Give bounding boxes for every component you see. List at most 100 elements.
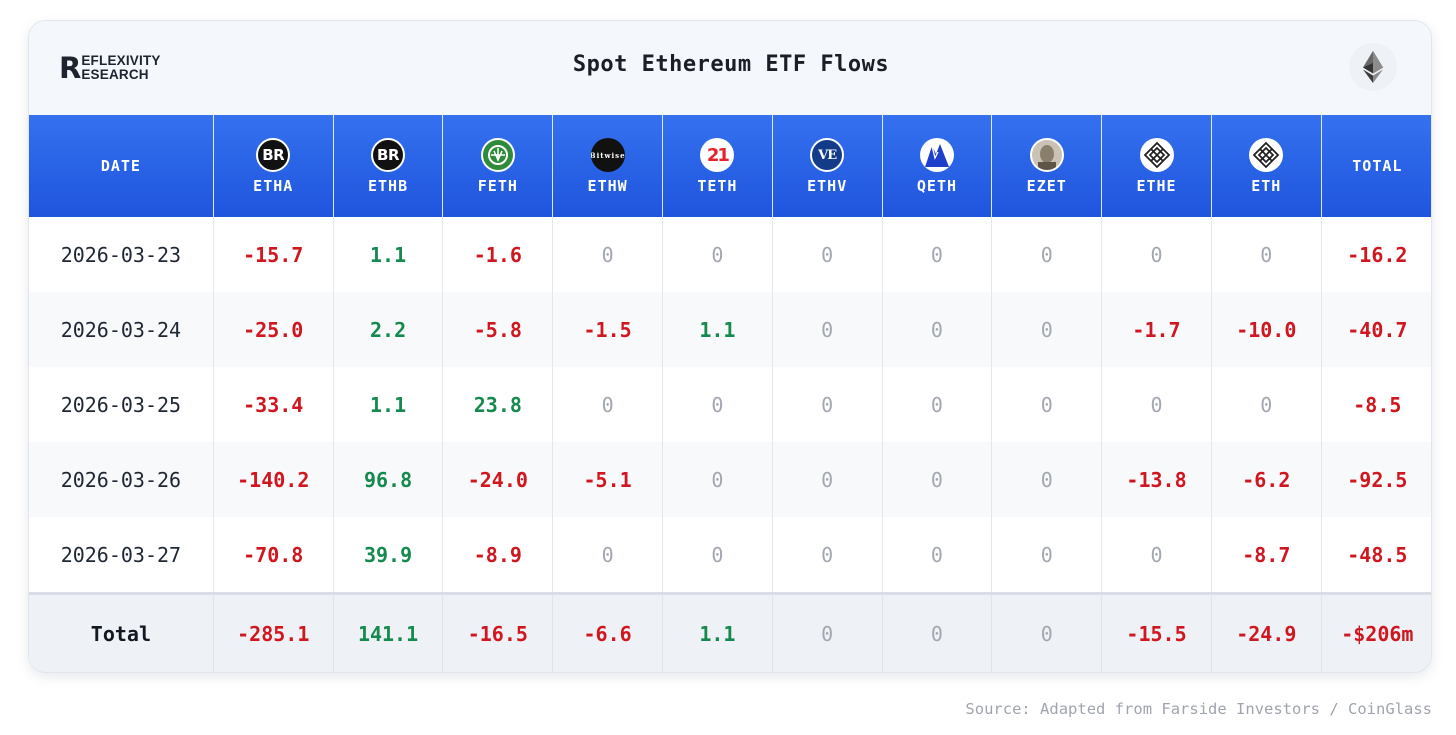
blackrock-icon: BR — [371, 138, 406, 172]
total-cell-ethe: -15.5 — [1101, 592, 1212, 672]
flow-cell-ethv: 0 — [771, 367, 883, 442]
flow-cell-ethe: -1.7 — [1101, 292, 1212, 367]
flow-cell-total: -8.5 — [1320, 367, 1431, 442]
flow-cell-feth: -24.0 — [442, 442, 553, 517]
flow-cell-ezet: 0 — [991, 292, 1102, 367]
flow-cell-ethe: -13.8 — [1101, 442, 1212, 517]
column-header-ethb: BR ETHB — [332, 115, 443, 217]
reflexivity-research-logo: R EFLEXIVITY ESEARCH — [59, 53, 161, 83]
flow-cell-ethb: 96.8 — [332, 442, 443, 517]
table-row: 2026-03-27 -70.8 39.9 -8.9 0 0 0 0 0 0 -8.7 -48.5 — [29, 517, 1431, 594]
date-cell: 2026-03-27 — [29, 517, 214, 594]
flow-cell-total: -48.5 — [1320, 517, 1431, 594]
flow-cell-teth: 0 — [662, 517, 773, 594]
column-header-label: ETHW — [587, 177, 628, 195]
column-header-etha: BR ETHA — [212, 115, 334, 217]
total-cell-etha: -285.1 — [212, 592, 334, 672]
logo-word-bottom: ESEARCH — [81, 67, 149, 82]
total-cell-feth: -16.5 — [442, 592, 553, 672]
flow-cell-teth: 1.1 — [662, 292, 773, 367]
column-header-eth: ETH — [1210, 115, 1322, 217]
date-cell: 2026-03-25 — [29, 367, 214, 442]
flow-cell-qeth: 0 — [881, 292, 992, 367]
etf-flows-card: R EFLEXIVITY ESEARCH Spot Ethereum ETF F… — [28, 20, 1432, 673]
flow-cell-eth: -10.0 — [1210, 292, 1322, 367]
flow-cell-qeth: 0 — [881, 517, 992, 594]
flow-cell-ethw: -5.1 — [552, 442, 663, 517]
total-cell-eth: -24.9 — [1210, 592, 1322, 672]
flow-cell-teth: 0 — [662, 217, 773, 292]
flow-cell-ethe: 0 — [1101, 517, 1212, 594]
flow-cell-etha: -15.7 — [212, 217, 334, 292]
blackrock-icon: BR — [256, 138, 291, 172]
column-header-date: DATE — [29, 115, 214, 217]
column-header-ethe: ETHE — [1101, 115, 1212, 217]
ethereum-icon — [1349, 43, 1397, 91]
flow-cell-qeth: 0 — [881, 367, 992, 442]
flow-cell-ethv: 0 — [771, 292, 883, 367]
fidelity-icon — [480, 138, 515, 172]
column-header-label: FETH — [477, 177, 518, 195]
flow-cell-ezet: 0 — [991, 217, 1102, 292]
flow-cell-ethe: 0 — [1101, 217, 1212, 292]
date-cell: 2026-03-23 — [29, 217, 214, 292]
table-row: 2026-03-24 -25.0 2.2 -5.8 -1.5 1.1 0 0 0 -1.7 -10.… — [29, 292, 1431, 367]
flow-cell-eth: 0 — [1210, 367, 1322, 442]
etf-flows-table: DATE BR ETHA BR ETHB FETH Bitwise ETHW 21 TETH VE E… — [29, 115, 1431, 672]
column-header-label: TETH — [697, 177, 738, 195]
flow-cell-etha: -33.4 — [212, 367, 334, 442]
flow-cell-ethb: 1.1 — [332, 217, 443, 292]
column-header-label: ETHV — [807, 177, 848, 195]
flow-cell-ezet: 0 — [991, 442, 1102, 517]
flow-cell-ethw: 0 — [552, 517, 663, 594]
column-header-label: ETHA — [253, 177, 294, 195]
column-header-feth: FETH — [442, 115, 553, 217]
table-row: 2026-03-23 -15.7 1.1 -1.6 0 0 0 0 0 0 0 -16.2 — [29, 217, 1431, 292]
total-cell-ezet: 0 — [991, 592, 1102, 672]
flow-cell-ethv: 0 — [771, 517, 883, 594]
total-cell-ethv: 0 — [771, 592, 883, 672]
flow-cell-qeth: 0 — [881, 442, 992, 517]
franklin-icon — [1029, 138, 1064, 172]
totals-row: Total -285.1 141.1 -16.5 -6.6 1.1 0 0 0 -15.5 -24.… — [29, 592, 1431, 672]
flow-cell-teth: 0 — [662, 442, 773, 517]
page-title: Spot Ethereum ETF Flows — [572, 52, 890, 77]
table-body: 2026-03-23 -15.7 1.1 -1.6 0 0 0 0 0 0 0 -16.2 2026-0… — [29, 217, 1431, 594]
column-header-label: DATE — [100, 157, 141, 175]
table-row: 2026-03-25 -33.4 1.1 23.8 0 0 0 0 0 0 0 -8.5 — [29, 367, 1431, 442]
total-cell-ethb: 141.1 — [332, 592, 443, 672]
flow-cell-ethw: 0 — [552, 367, 663, 442]
flow-cell-total: -16.2 — [1320, 217, 1431, 292]
flow-cell-ethb: 2.2 — [332, 292, 443, 367]
logo-mark: R — [59, 51, 81, 85]
column-header-ezet: EZET — [991, 115, 1102, 217]
flow-cell-ethe: 0 — [1101, 367, 1212, 442]
flow-cell-eth: -6.2 — [1210, 442, 1322, 517]
flow-cell-etha: -70.8 — [212, 517, 334, 594]
flow-cell-eth: -8.7 — [1210, 517, 1322, 594]
total-cell-ethw: -6.6 — [552, 592, 663, 672]
total-cell-teth: 1.1 — [662, 592, 773, 672]
logo-word-top: EFLEXIVITY — [81, 53, 161, 68]
grayscale-icon — [1139, 138, 1174, 172]
flow-cell-teth: 0 — [662, 367, 773, 442]
21shares-icon: 21 — [700, 138, 735, 172]
column-header-label: ETHE — [1136, 177, 1177, 195]
bitwise-icon: Bitwise — [590, 138, 625, 172]
grayscale-icon — [1249, 138, 1284, 172]
invesco-icon — [919, 138, 954, 172]
flow-cell-etha: -140.2 — [212, 442, 334, 517]
column-header-qeth: QETH — [881, 115, 992, 217]
table-header-row: DATE BR ETHA BR ETHB FETH Bitwise ETHW 21 TETH VE E… — [29, 115, 1431, 217]
column-header-label: EZET — [1026, 177, 1067, 195]
flow-cell-feth: -1.6 — [442, 217, 553, 292]
flow-cell-etha: -25.0 — [212, 292, 334, 367]
flow-cell-total: -40.7 — [1320, 292, 1431, 367]
flow-cell-feth: -8.9 — [442, 517, 553, 594]
total-cell-qeth: 0 — [881, 592, 992, 672]
column-header-ethw: Bitwise ETHW — [552, 115, 663, 217]
flow-cell-ezet: 0 — [991, 367, 1102, 442]
flow-cell-ethv: 0 — [771, 442, 883, 517]
card-header: R EFLEXIVITY ESEARCH Spot Ethereum ETF F… — [29, 21, 1431, 115]
column-header-label: QETH — [916, 177, 958, 195]
